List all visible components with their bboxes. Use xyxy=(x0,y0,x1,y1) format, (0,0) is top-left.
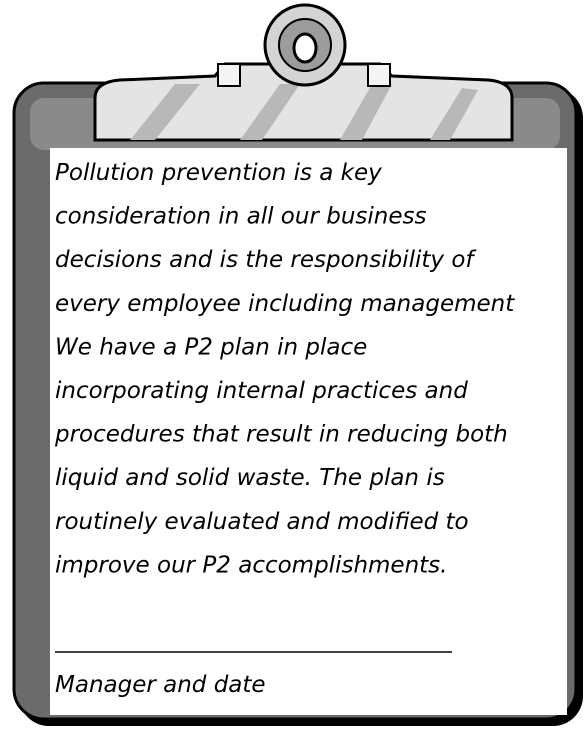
statement-line: incorporating internal practices and xyxy=(55,378,468,404)
statement-line: routinely evaluated and modified to xyxy=(55,509,469,535)
statement-line: procedures that result in reducing both xyxy=(54,422,508,448)
statement-line: improve our P2 accomplishments. xyxy=(55,552,447,578)
clip-tab-left xyxy=(218,64,240,86)
clip-tab-right xyxy=(368,64,390,86)
page: {"statement": {"lines": [ "Pollution pre… xyxy=(0,0,585,729)
statement-line: decisions and is the responsibility of xyxy=(55,247,476,273)
statement-line: Pollution prevention is a key xyxy=(55,160,382,186)
statement-line: every employee including management xyxy=(55,291,515,317)
clip-hole xyxy=(294,34,316,62)
signature-label: Manager and date xyxy=(55,672,266,698)
statement-line: liquid and solid waste. The plan is xyxy=(55,465,445,491)
statement-line: consideration in all our business xyxy=(55,204,426,230)
clipboard: Pollution prevention is a key considerati… xyxy=(0,0,585,729)
statement-line: We have a P2 plan in place xyxy=(55,334,367,360)
